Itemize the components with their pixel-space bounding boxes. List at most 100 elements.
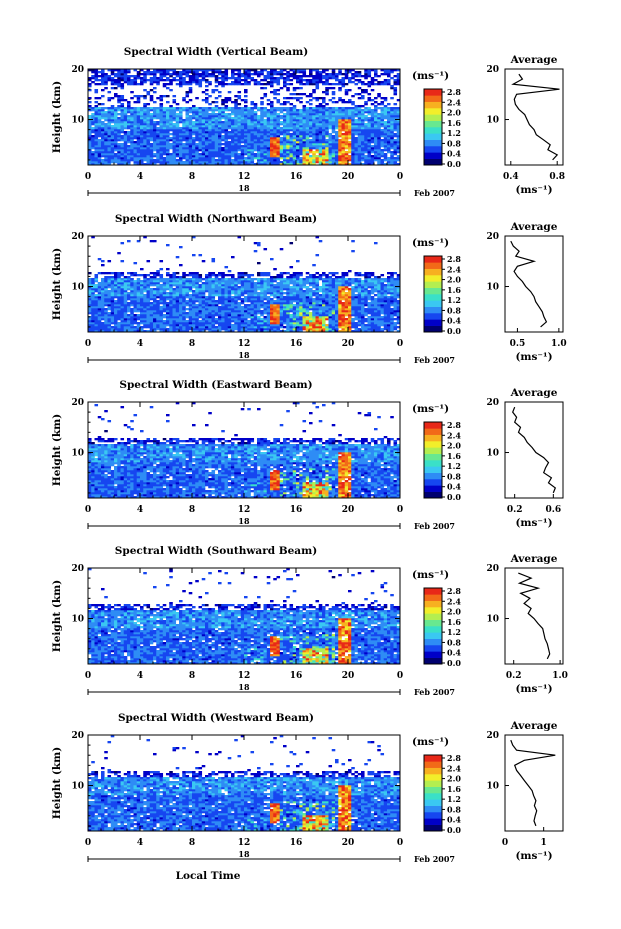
heatmap-cell <box>383 129 388 132</box>
heatmap-cell <box>175 131 180 134</box>
heatmap-cell <box>221 117 225 120</box>
heatmap-cell <box>208 143 212 146</box>
heatmap-cell <box>338 69 342 72</box>
heatmap-cell <box>185 286 190 289</box>
heatmap-cell <box>325 125 329 128</box>
heatmap-cell <box>179 153 183 156</box>
heatmap-cell <box>208 139 212 142</box>
heatmap-cell <box>211 69 216 72</box>
heatmap-cell <box>88 129 92 132</box>
heatmap-cell <box>273 153 277 156</box>
heatmap-cell <box>201 290 206 293</box>
heatmap-cell <box>270 69 274 72</box>
heatmap-cell <box>166 306 170 309</box>
heatmap-cell <box>224 284 229 287</box>
heatmap-cell <box>244 111 248 114</box>
heatmap-cell <box>296 121 300 124</box>
heatmap-cell <box>192 69 196 72</box>
heatmap-cell <box>185 322 190 325</box>
heatmap-cell <box>318 129 323 132</box>
heatmap-cell <box>211 328 216 331</box>
heatmap-cell <box>208 131 212 134</box>
heatmap-cell <box>156 282 160 285</box>
heatmap-cell <box>175 125 180 128</box>
heatmap-cell <box>247 121 251 124</box>
heatmap-cell <box>101 304 105 307</box>
heatmap-cell <box>120 147 125 150</box>
heatmap-cell <box>140 111 144 114</box>
heatmap-cell <box>156 278 160 281</box>
heatmap-cell <box>383 115 388 118</box>
heatmap-cell <box>396 157 401 160</box>
heatmap-cell <box>130 292 134 295</box>
heatmap-cell <box>351 75 355 78</box>
heatmap-cell <box>123 306 128 309</box>
heatmap-cell <box>286 107 290 110</box>
heatmap-cell <box>205 121 209 124</box>
heatmap-cell <box>159 300 164 303</box>
heatmap-cell <box>91 115 95 118</box>
heatmap-cell <box>107 91 112 94</box>
heatmap-cell <box>315 79 320 82</box>
heatmap-cell <box>270 77 274 80</box>
heatmap-cell <box>143 111 147 114</box>
heatmap-cell <box>224 330 229 333</box>
heatmap-cell <box>354 105 359 108</box>
heatmap-cell <box>149 288 154 291</box>
heatmap-cell <box>354 143 359 146</box>
heatmap-cell <box>221 147 225 150</box>
heatmap-cell <box>146 312 151 315</box>
beam-panel-1: Spectral Width (Northward Beam)2010Heigh… <box>51 213 567 365</box>
heatmap-cell <box>344 157 349 160</box>
heatmap-cell <box>260 145 264 148</box>
heatmap-cell <box>237 324 242 327</box>
heatmap-cell <box>357 139 362 142</box>
heatmap-cell <box>107 278 112 281</box>
heatmap-cell <box>221 320 225 323</box>
heatmap-cell <box>374 141 378 144</box>
heatmap-cell <box>292 73 297 76</box>
heatmap-cell <box>221 149 225 152</box>
heatmap-cell <box>188 141 193 144</box>
heatmap-cell <box>231 71 235 74</box>
heatmap-cell <box>351 115 355 118</box>
heatmap-cell <box>240 318 245 321</box>
heatmap-cell <box>127 125 131 128</box>
heatmap-cell <box>192 294 196 297</box>
heatmap-cell <box>162 324 167 327</box>
heatmap-cell <box>94 121 99 124</box>
heatmap-cell <box>136 75 141 78</box>
heatmap-cell <box>127 280 131 283</box>
heatmap-cell <box>315 111 320 114</box>
heatmap-cell <box>370 145 375 148</box>
heatmap-cell <box>364 117 368 120</box>
heatmap-cell <box>364 159 368 162</box>
heatmap-cell <box>104 87 108 90</box>
heatmap-cell <box>114 123 118 126</box>
heatmap-cell <box>198 326 203 329</box>
heatmap-cell <box>396 115 401 118</box>
heatmap-cell <box>247 133 251 136</box>
heatmap-cell <box>97 111 102 114</box>
heatmap-cell <box>218 286 222 289</box>
heatmap-cell <box>257 81 261 84</box>
heatmap-cell <box>146 147 151 150</box>
heatmap-cell <box>140 314 144 317</box>
heatmap-cell <box>201 278 206 281</box>
heatmap-cell <box>367 111 372 114</box>
heatmap-cell <box>114 296 118 299</box>
heatmap-cell <box>179 296 183 299</box>
heatmap-cell <box>318 131 323 134</box>
heatmap-cell <box>156 137 160 140</box>
heatmap-cell <box>302 123 307 126</box>
heatmap-cell <box>127 296 131 299</box>
heatmap-cell <box>218 320 222 323</box>
heatmap-cell <box>91 322 95 325</box>
heatmap-cell <box>266 111 271 114</box>
heatmap-cell <box>237 71 242 74</box>
heatmap-cell <box>231 133 235 136</box>
heatmap-cell <box>101 121 105 124</box>
heatmap-cell <box>179 133 183 136</box>
heatmap-cell <box>162 296 167 299</box>
heatmap-cell <box>192 111 196 114</box>
